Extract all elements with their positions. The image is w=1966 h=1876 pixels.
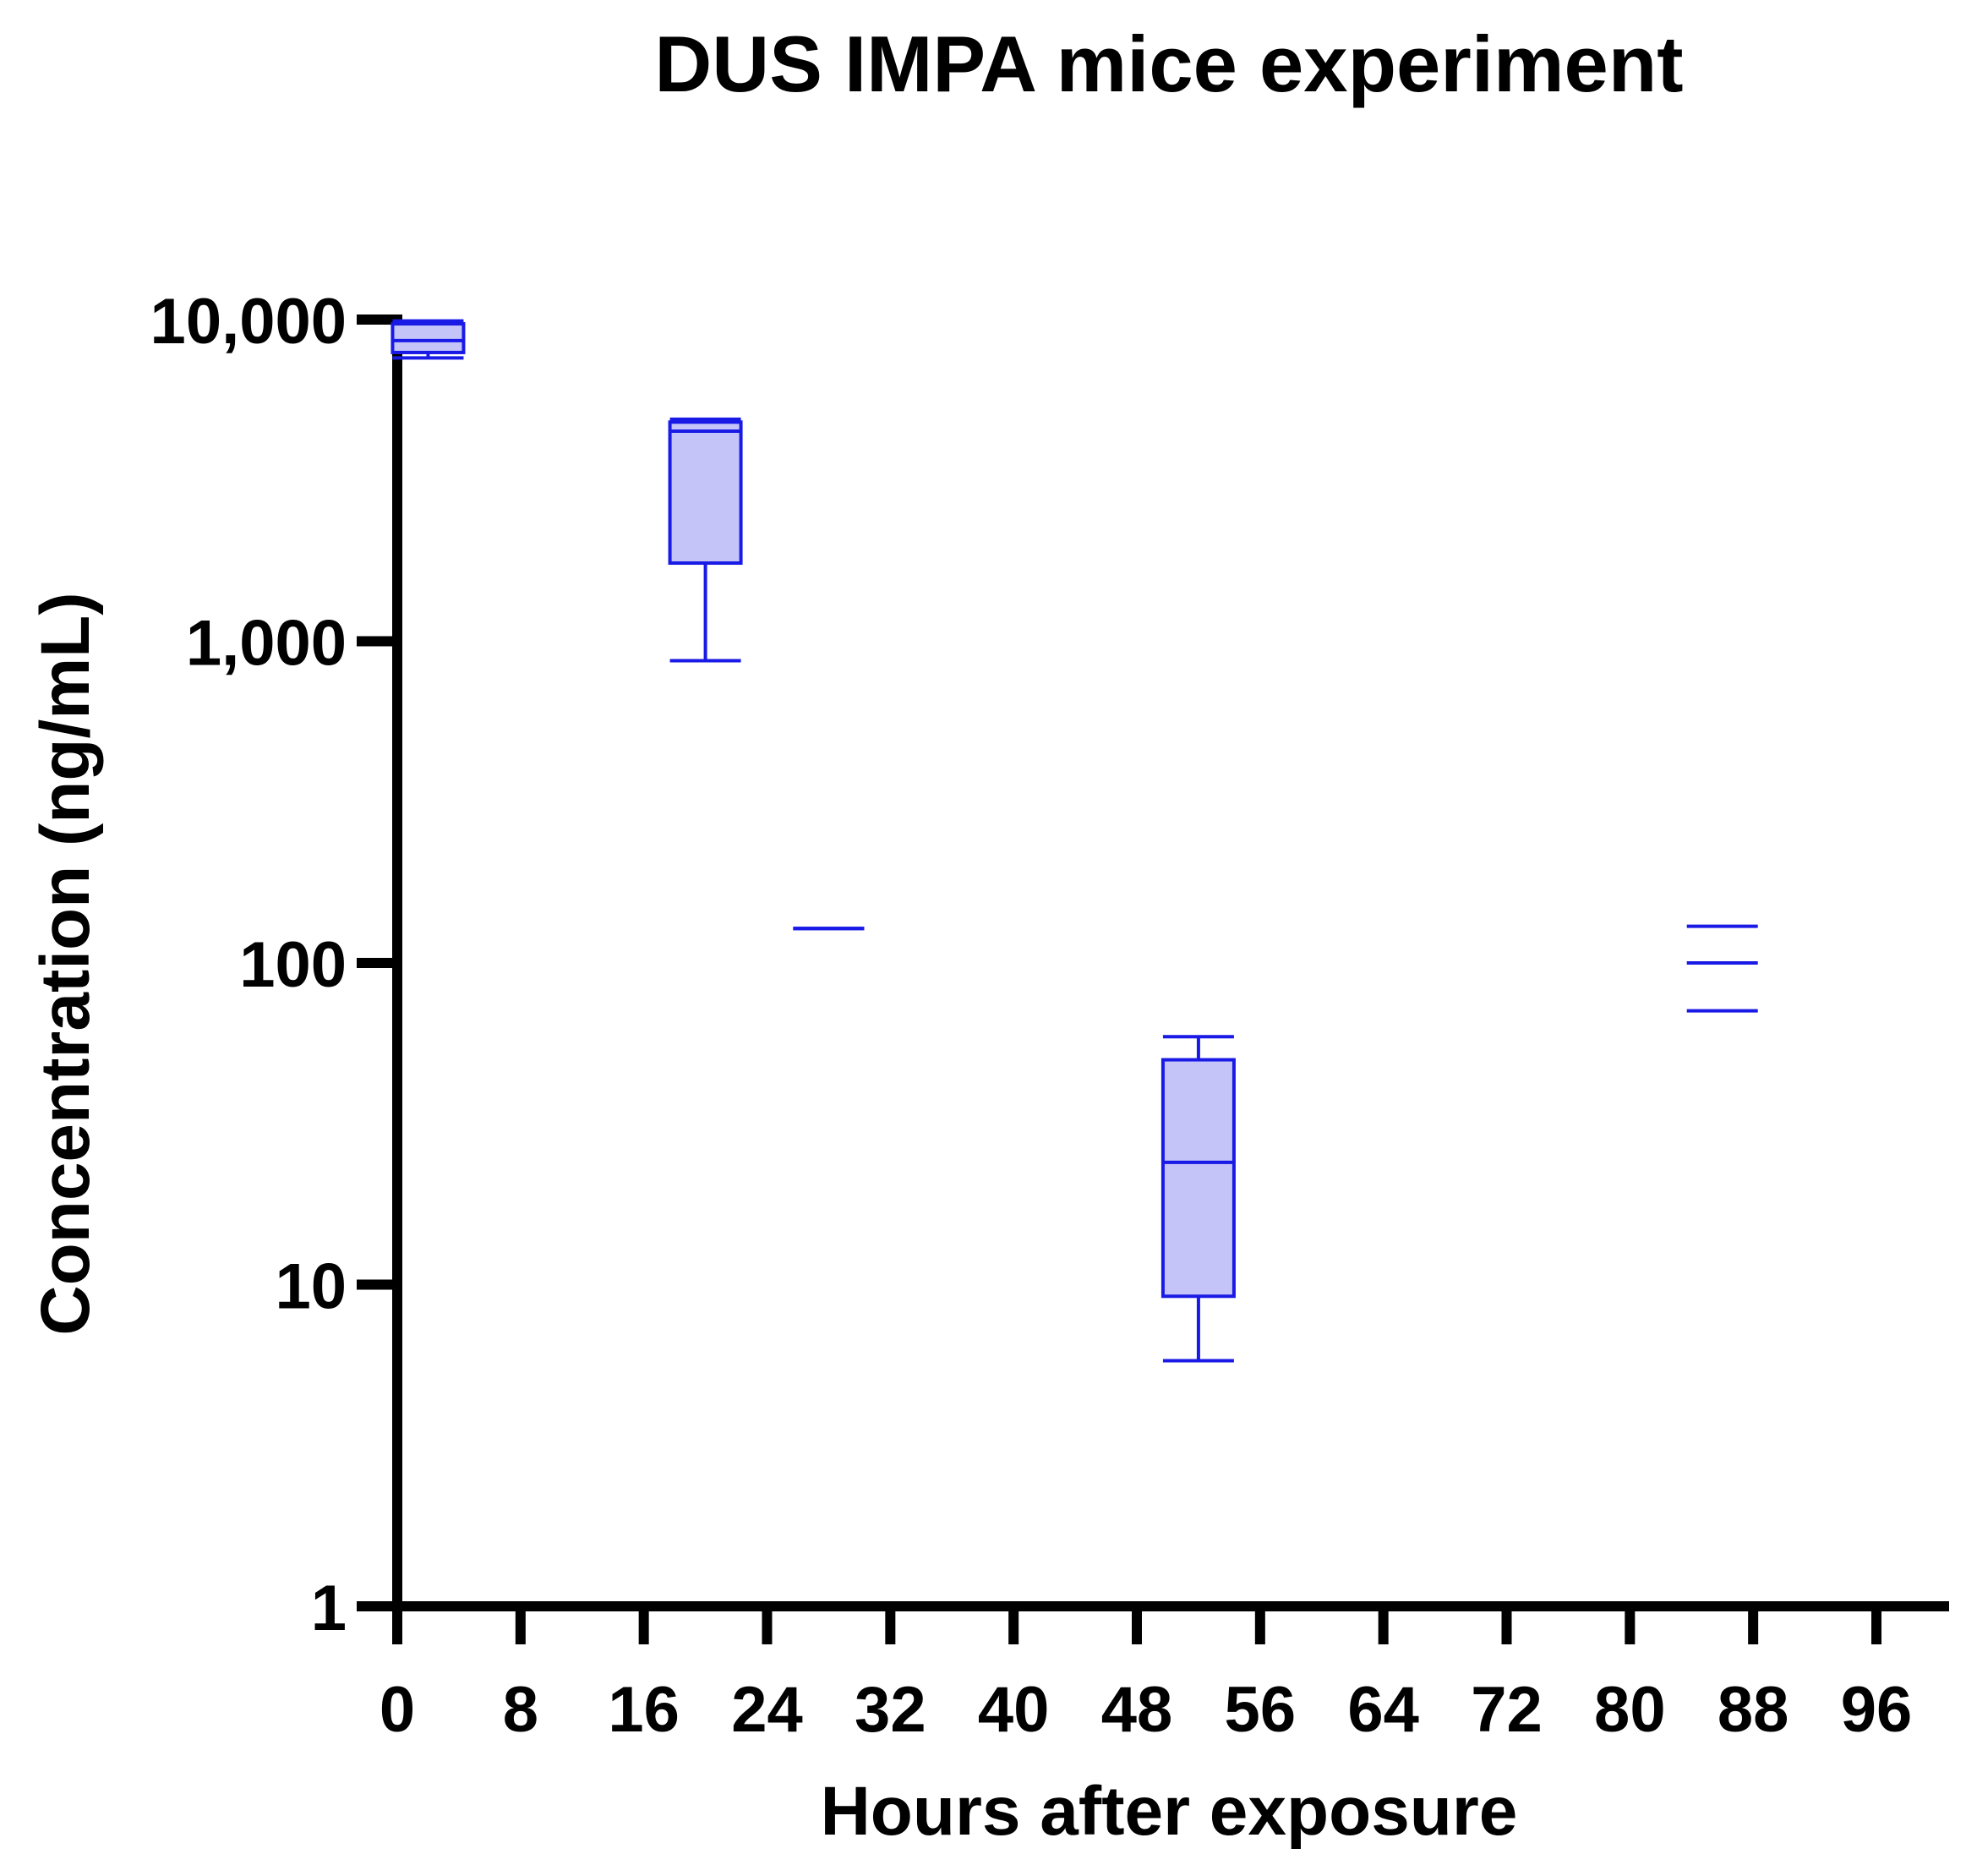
- y-tick-label: 1,000: [186, 608, 347, 680]
- x-tick-label: 16: [608, 1674, 680, 1746]
- chart-title: DUS IMPA mice experiment: [654, 19, 1683, 108]
- y-tick-label: 10,000: [150, 286, 347, 358]
- x-tick-label: 8: [503, 1674, 538, 1746]
- x-tick-label: 32: [855, 1674, 926, 1746]
- x-tick-label: 96: [1841, 1674, 1913, 1746]
- box-20h: [668, 417, 743, 663]
- y-tick-label: 100: [239, 929, 347, 1001]
- x-tick-label: 48: [1101, 1674, 1173, 1746]
- box-52h: [1160, 1035, 1236, 1363]
- x-tick-label: 72: [1471, 1674, 1543, 1746]
- x-tick-label: 56: [1225, 1674, 1297, 1746]
- x-tick-label: 24: [731, 1674, 803, 1746]
- y-tick-label: 10: [275, 1251, 347, 1323]
- x-tick-label: 88: [1718, 1674, 1789, 1746]
- box-plots: [390, 319, 1758, 1363]
- box-2h: [390, 319, 466, 360]
- x-tick-label: 80: [1594, 1674, 1666, 1746]
- x-ticks: 0 8 16 24 32 40 48 56 64 72 80 88 96: [380, 1606, 1912, 1746]
- iqr-box: [668, 420, 743, 566]
- x-tick-label: 0: [380, 1674, 415, 1746]
- x-axis-label: Hours after exposure: [821, 1773, 1518, 1850]
- x-tick-label: 64: [1347, 1674, 1419, 1746]
- iqr-box: [1160, 1058, 1236, 1299]
- y-ticks: 1 10 100 1,000 10,000: [150, 286, 397, 1644]
- x-tick-label: 40: [978, 1674, 1050, 1746]
- box-86h: [1686, 924, 1758, 1013]
- y-axis-label: Concentration (ng/mL): [27, 592, 104, 1335]
- y-tick-label: 1: [311, 1572, 347, 1644]
- iqr-box: [390, 322, 466, 354]
